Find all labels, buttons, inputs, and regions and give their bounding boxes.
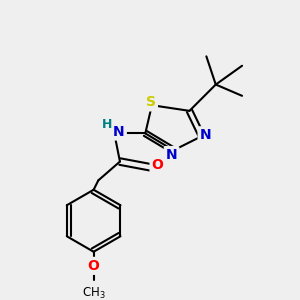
Text: S: S <box>146 95 156 110</box>
Text: H: H <box>102 118 112 131</box>
Text: N: N <box>166 148 177 162</box>
Text: N: N <box>200 128 211 142</box>
Text: CH$_3$: CH$_3$ <box>82 286 106 300</box>
Text: O: O <box>152 158 164 172</box>
Text: N: N <box>113 124 125 139</box>
Text: O: O <box>88 259 100 273</box>
